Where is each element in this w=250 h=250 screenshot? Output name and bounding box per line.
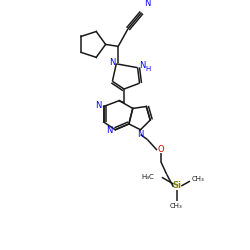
Text: CH₃: CH₃: [191, 176, 204, 182]
Text: N: N: [95, 101, 101, 110]
Text: H₃C: H₃C: [141, 174, 154, 180]
Text: N: N: [109, 58, 116, 67]
Text: O: O: [158, 145, 164, 154]
Text: Si: Si: [173, 182, 182, 190]
Text: N: N: [139, 61, 146, 70]
Text: N: N: [137, 130, 144, 139]
Text: N: N: [144, 0, 151, 8]
Text: N: N: [106, 126, 113, 135]
Text: CH₃: CH₃: [170, 203, 183, 209]
Text: H: H: [146, 66, 151, 72]
